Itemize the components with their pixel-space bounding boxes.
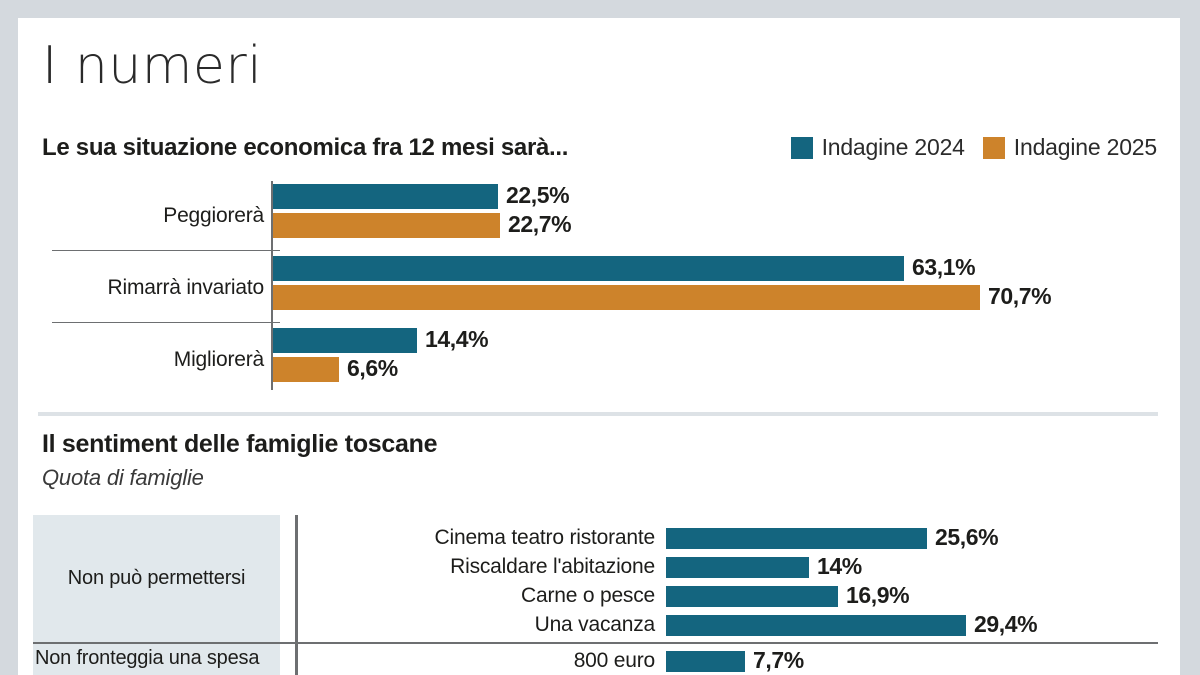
chart2-bar-value: 29,4% xyxy=(974,611,1038,637)
section-divider xyxy=(38,412,1158,416)
chart1-value-2024: 63,1% xyxy=(912,254,976,280)
chart2-category-column: Non può permettersi Non fronteggia una s… xyxy=(33,515,280,675)
section2-subtitle: Quota di famiglie xyxy=(42,465,204,490)
chart1-category-label: Peggiorerà xyxy=(163,204,264,227)
chart-economic-outlook: Peggiorerà 22,5% 22,7% Rimarrà invariato… xyxy=(42,176,1157,398)
chart1-value-2025: 70,7% xyxy=(988,283,1052,309)
legend-swatch-2025 xyxy=(982,136,1005,159)
chart-household-sentiment: Non può permettersi Non fronteggia una s… xyxy=(18,508,1180,675)
legend-label-2024: Indagine 2024 xyxy=(821,134,965,160)
chart2-bar-label: Riscaldare l'abitazione xyxy=(450,555,655,578)
chart2-group-divider xyxy=(33,642,1158,644)
chart2-row-cinema: Cinema teatro ristorante 25,6% xyxy=(18,524,1180,552)
chart2-row-carne-pesce: Carne o pesce 16,9% xyxy=(18,582,1180,610)
infographic-card: I numeri Le sua situazione economica fra… xyxy=(18,18,1180,675)
chart2-bar-value: 7,7% xyxy=(753,647,804,673)
chart1-bar-2025 xyxy=(273,213,500,238)
chart1-legend: Indagine 2024 Indagine 2025 xyxy=(790,134,1157,161)
chart2-bar-label: Carne o pesce xyxy=(521,584,655,607)
legend-label-2025: Indagine 2025 xyxy=(1013,134,1157,160)
section1-title: Le sua situazione economica fra 12 mesi … xyxy=(42,134,569,161)
chart2-group-label-text: Non può permettersi xyxy=(67,567,246,589)
chart1-value-2024: 14,4% xyxy=(425,326,489,352)
chart1-row-divider xyxy=(52,322,280,323)
legend-swatch-2024 xyxy=(790,136,813,159)
chart2-bar xyxy=(666,586,838,607)
chart1-bar-2025 xyxy=(273,357,339,382)
chart2-bar xyxy=(666,651,745,672)
chart1-category-label: Rimarrà invariato xyxy=(107,276,265,299)
chart1-bar-2024 xyxy=(273,256,904,281)
chart2-bar-label: Una vacanza xyxy=(534,613,656,636)
chart2-bar-value: 14% xyxy=(817,553,862,579)
chart1-value-2025: 6,6% xyxy=(347,355,398,381)
chart1-axis xyxy=(271,181,273,390)
chart2-group-label-text: Non fronteggia una spesa xyxy=(35,647,260,669)
chart1-group-rimarra-invariato: Rimarrà invariato 63,1% 70,7% xyxy=(42,254,1157,322)
chart2-bar-value: 25,6% xyxy=(935,524,999,550)
chart1-bar-2025 xyxy=(273,285,980,310)
page-title: I numeri xyxy=(42,36,263,96)
chart1-row-divider xyxy=(52,250,280,251)
chart1-category-label: Migliorerà xyxy=(173,348,264,371)
section1-header: Le sua situazione economica fra 12 mesi … xyxy=(42,132,1157,166)
chart1-group-peggiorera: Peggiorerà 22,5% 22,7% xyxy=(42,182,1157,250)
chart2-row-riscaldare: Riscaldare l'abitazione 14% xyxy=(18,553,1180,581)
chart2-bar xyxy=(666,615,966,636)
chart2-bar xyxy=(666,557,809,578)
chart1-bar-2024 xyxy=(273,328,417,353)
chart2-bar-value: 16,9% xyxy=(846,582,910,608)
chart1-value-2024: 22,5% xyxy=(506,182,570,208)
chart2-bar xyxy=(666,528,927,549)
chart2-group-label-non-puo-permettersi: Non può permettersi xyxy=(33,515,280,642)
chart1-value-2025: 22,7% xyxy=(508,211,572,237)
chart2-row-800-euro: 800 euro 7,7% xyxy=(18,647,1180,675)
chart2-row-vacanza: Una vacanza 29,4% xyxy=(18,611,1180,639)
chart1-group-migliorera: Migliorerà 14,4% 6,6% xyxy=(42,326,1157,394)
chart2-bar-label: 800 euro xyxy=(573,649,656,672)
chart2-group-label-non-fronteggia-spesa: Non fronteggia una spesa xyxy=(33,642,280,675)
section2-title: Il sentiment delle famiglie toscane xyxy=(42,430,438,458)
chart1-bar-2024 xyxy=(273,184,498,209)
chart2-bar-label: Cinema teatro ristorante xyxy=(434,526,656,549)
chart2-axis xyxy=(295,515,298,675)
